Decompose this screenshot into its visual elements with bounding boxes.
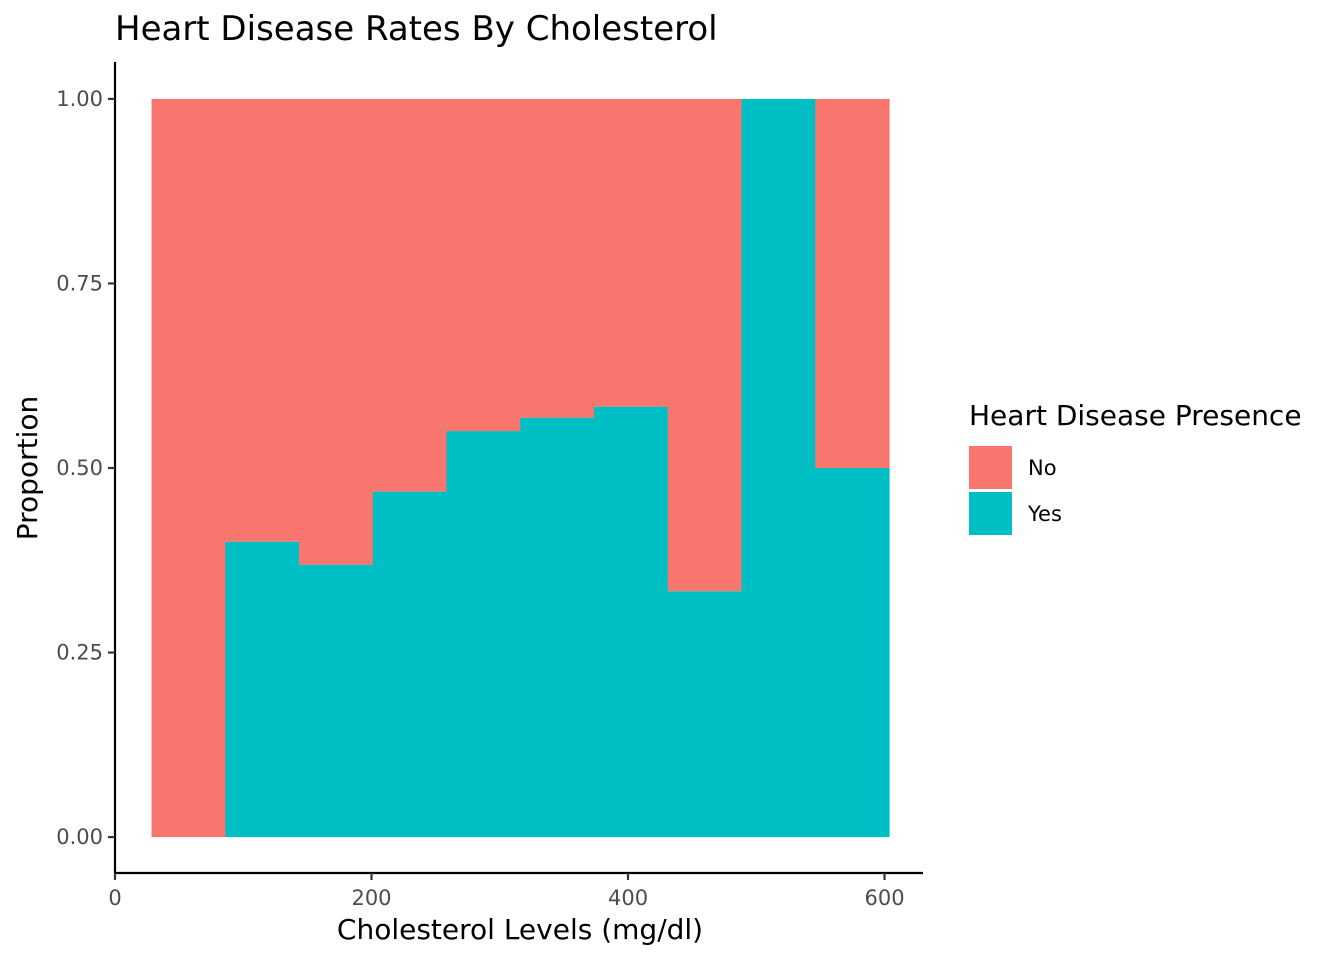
bar-yes-8 [741,98,816,838]
x-axis-title: Cholesterol Levels (mg/dl) [337,913,703,946]
bar-yes-6 [594,406,669,838]
bar-no-6 [594,98,669,407]
bar-no-1 [225,98,300,542]
chart-title: Heart Disease Rates By Cholesterol [115,9,718,49]
y-tick-label-0: 0.00 [56,825,103,849]
x-tick-label-3: 600 [864,886,904,910]
bar-no-9 [815,98,890,468]
legend-label-no: No [1028,456,1057,480]
legend-key-yes [969,492,1012,535]
bar-yes-4 [446,431,521,838]
bar-yes-2 [299,564,374,838]
plot-area [151,98,890,838]
x-tick-label-0: 0 [108,886,121,910]
legend-label-yes: Yes [1027,502,1062,526]
legend-title: Heart Disease Presence [969,399,1302,432]
bar-yes-9 [815,468,890,838]
bar-no-0 [151,98,226,838]
bar-yes-5 [520,417,595,838]
y-axis-title: Proportion [11,396,44,540]
y-tick-label-4: 1.00 [56,87,103,111]
bar-yes-1 [225,541,300,838]
bar-no-2 [299,98,374,565]
bar-no-4 [446,98,521,432]
bar-no-7 [667,98,743,592]
bar-yes-7 [667,591,743,838]
x-tick-label-1: 200 [351,886,391,910]
bar-no-3 [372,98,448,492]
x-axis: 0 200 400 600 [108,873,905,910]
y-tick-label-2: 0.50 [56,456,103,480]
y-tick-label-3: 0.75 [56,271,103,295]
y-axis: 0.00 0.25 0.50 0.75 1.00 [56,87,115,849]
legend-key-no [969,446,1012,489]
y-tick-label-1: 0.25 [56,641,103,665]
bar-yes-3 [372,491,448,838]
bar-no-5 [520,98,595,418]
legend: Heart Disease Presence No Yes [969,399,1302,535]
x-tick-label-2: 400 [608,886,648,910]
